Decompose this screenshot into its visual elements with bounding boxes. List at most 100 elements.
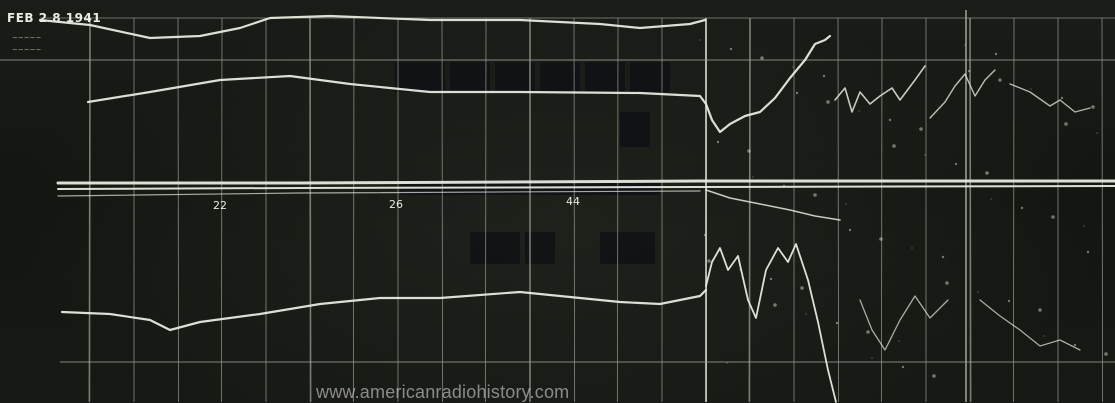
speck [703,233,707,237]
grid-line-vertical [616,17,619,403]
grid-line-vertical [220,17,223,403]
grid-line-vertical [880,17,883,403]
dark-patch [395,62,445,92]
trace-second-noise [834,65,926,113]
timing-grid [0,10,1115,403]
speck [871,357,873,359]
trace-baseline-upper [56,179,1115,185]
speck [707,259,711,263]
speck [795,91,799,95]
dark-patch [540,62,580,92]
trace-baseline-lower [57,185,1115,190]
speck [945,281,949,285]
speck [879,237,883,241]
speck [898,340,900,342]
speck [924,154,926,156]
speck [805,313,807,315]
speck [1104,352,1108,356]
speck [919,127,923,131]
speck [941,255,945,259]
speck [932,374,936,378]
speck [1017,181,1019,183]
grid-tick-label-26: 26 [389,198,403,211]
dark-patch [585,62,625,92]
speck [1073,343,1077,347]
speck [977,291,979,293]
speck [1083,225,1085,227]
speck [967,69,971,73]
grid-line-vertical [1101,17,1104,403]
speck [726,362,728,364]
trace-right-mid [705,189,841,221]
dark-patch [600,232,655,264]
grid-tick-label-22: 22 [213,199,227,212]
trace-baseline-faint [57,190,701,197]
speck [699,39,701,41]
speck [994,52,998,56]
speck [826,100,830,104]
date-stamp: FEB 2 8 1941 [7,11,102,25]
grid-line-vertical [573,17,576,403]
speck [866,330,870,334]
speck [752,176,754,178]
speck [990,198,992,200]
handwritten-note-2: ~~~~~ [12,46,42,54]
grid-line-vertical [177,17,180,403]
speck [1051,215,1055,219]
speck [1096,132,1098,134]
grid-line-vertical [1012,17,1015,403]
trace-bottom [60,288,708,332]
speck [729,47,733,51]
speck [845,203,847,205]
speck [1020,206,1024,210]
grid-line-vertical [748,17,751,403]
exposure-patches [395,62,670,264]
dark-patch [495,62,535,92]
dark-patch [470,232,520,264]
grid-line-vertical [309,17,312,403]
trace-bottom-noise [979,299,1081,351]
watermark: www.americanradiohistory.com [316,382,570,402]
speck [1007,299,1011,303]
dark-patch [450,62,490,92]
grid-line-vertical [88,17,91,403]
trace-second [86,34,832,134]
speck [1086,250,1090,254]
speck [954,162,958,166]
speck [1038,308,1042,312]
dark-patch [630,62,670,92]
speck [1064,122,1068,126]
speck [800,286,804,290]
speck [848,228,852,232]
trace-bottom-oscillation [705,243,837,403]
dark-patch [620,112,650,147]
grid-line-vertical [441,17,444,403]
speck [901,365,905,369]
speck [998,78,1002,82]
speck [964,44,966,46]
signal-traces [38,14,1115,403]
speck [792,66,794,68]
trace-second-noise [929,69,996,119]
grid-line-vertical [484,17,487,403]
speck [747,149,751,153]
speck [888,118,892,122]
speck [716,140,720,144]
grid-line-vertical [969,17,972,403]
speck [813,193,817,197]
speck [769,277,773,281]
grid-line-vertical [837,17,840,403]
trace-top [38,14,707,40]
speck [985,171,989,175]
speck [911,247,913,249]
speck [782,184,786,188]
speck [892,144,896,148]
speck [1043,335,1045,337]
speck [773,303,777,307]
speck [739,269,741,271]
trace-bottom-noise [859,295,949,351]
speck [760,56,764,60]
speck [835,321,839,325]
